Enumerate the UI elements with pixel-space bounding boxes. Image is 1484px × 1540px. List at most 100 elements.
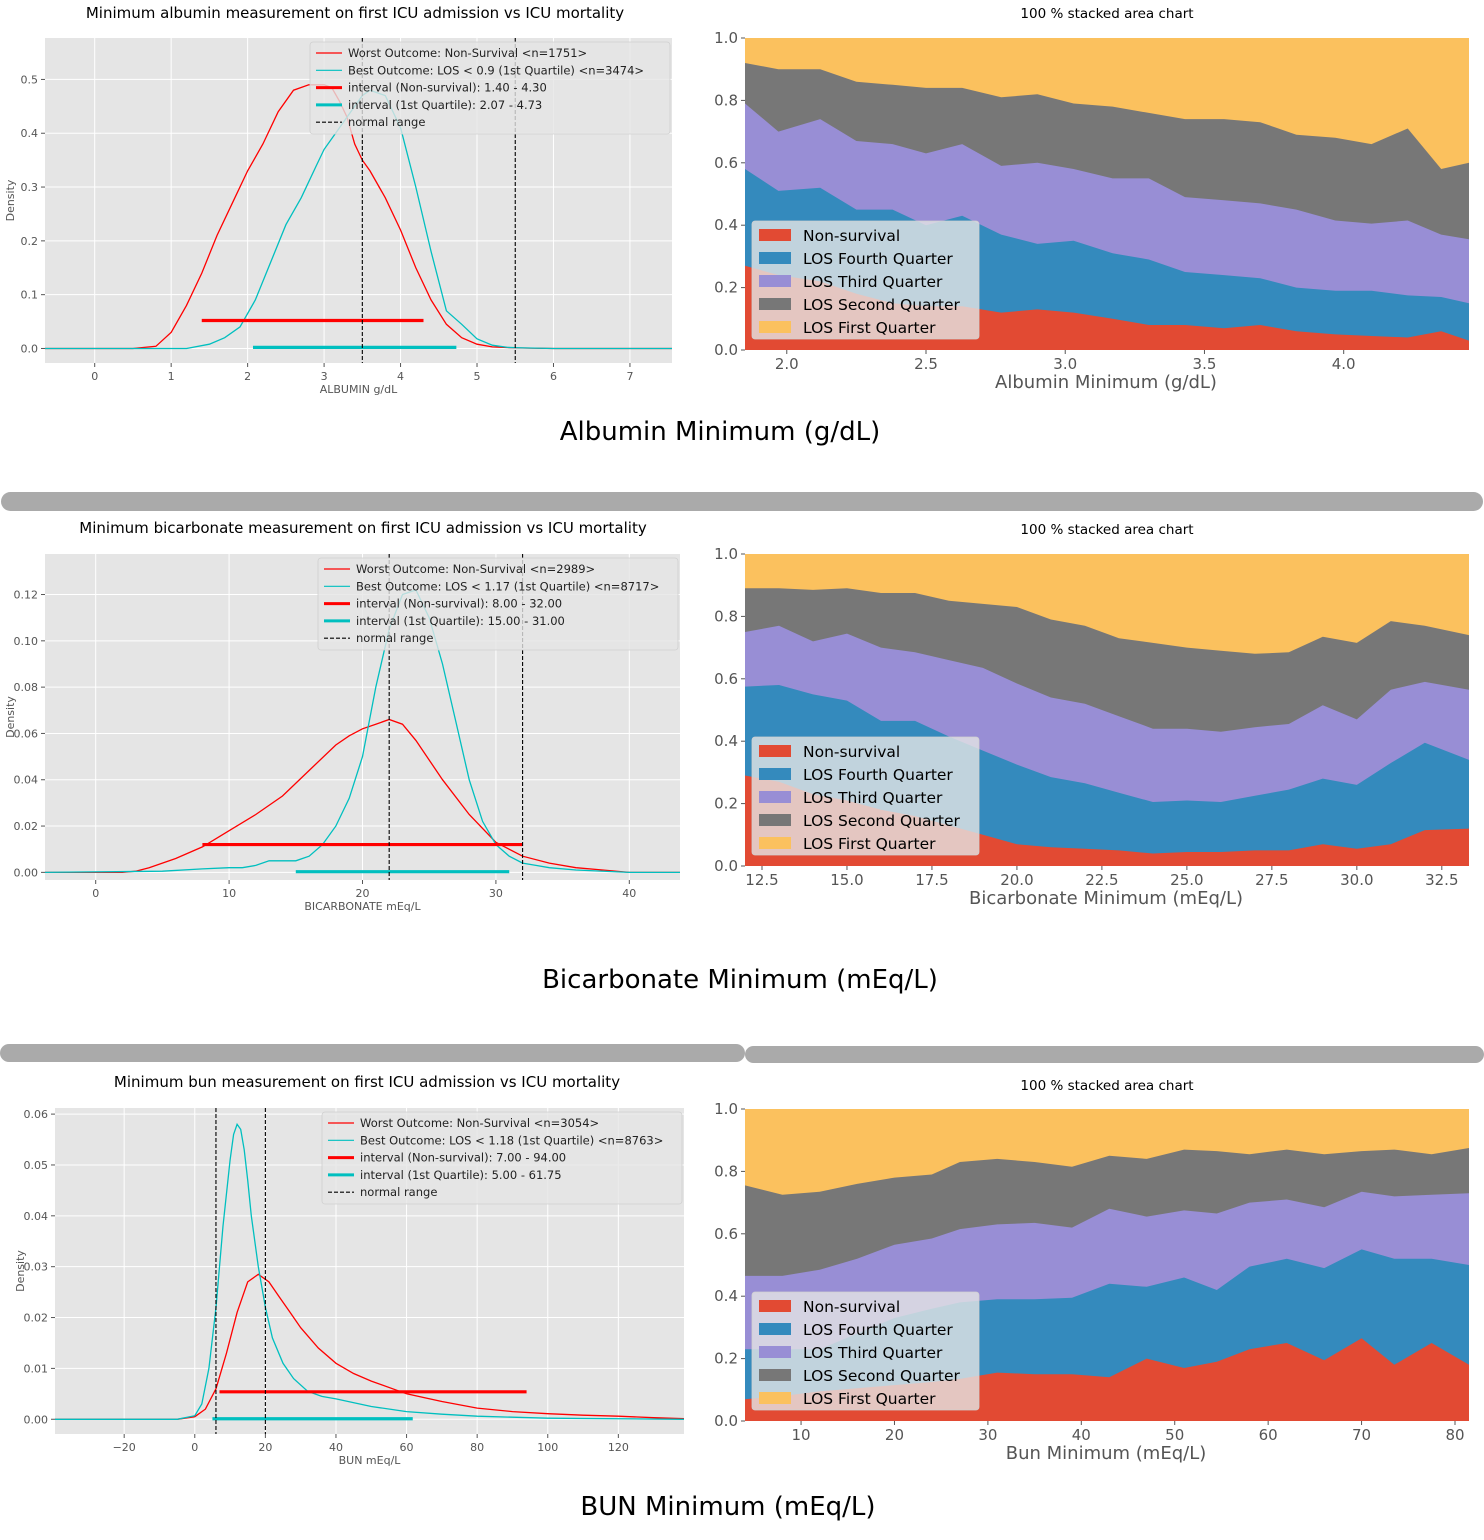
legend-swatch — [759, 1369, 791, 1381]
x-axis-label: ALBUMIN g/dL — [320, 383, 398, 396]
legend: Non-survival LOS Fourth Quarter LOS Third … — [751, 1291, 980, 1411]
legend-box — [321, 1111, 683, 1205]
x-tick-label: 2 — [244, 370, 251, 383]
x-tick-label: 10 — [222, 887, 236, 900]
y-tick-label: 1.0 — [714, 545, 738, 563]
legend-swatch — [759, 837, 791, 849]
y-tick-label: 0.8 — [714, 1162, 738, 1180]
x-tick-label: 15.0 — [830, 871, 863, 889]
legend: Worst Outcome: Non-Survival <n=1751> Best… — [309, 41, 671, 135]
chart-5: 100 % stacked area chart 10 20 30 40 50 60 70 80… — [714, 1078, 1469, 1464]
legend-entry: interval (1st Quartile): 5.00 - 61.75 — [360, 1168, 562, 1182]
legend-box — [751, 1291, 980, 1411]
legend-entry: Best Outcome: LOS < 1.18 (1st Quartile) … — [360, 1133, 663, 1147]
legend-swatch — [759, 791, 791, 803]
y-tick-label: 1.0 — [714, 1100, 738, 1118]
y-tick-label: 0.4 — [21, 127, 39, 140]
legend-entry: normal range — [360, 1185, 437, 1199]
x-tick-label: 27.5 — [1255, 871, 1288, 889]
separator-bar-2-right — [745, 1046, 1484, 1063]
chart-title: Minimum albumin measurement on first ICU… — [86, 4, 624, 22]
x-tick-label: 2.0 — [775, 355, 799, 373]
legend-entry: interval (Non-survival): 8.00 - 32.00 — [356, 597, 562, 611]
legend-entry: LOS First Quarter — [803, 1390, 936, 1408]
legend-entry: LOS Second Quarter — [803, 1367, 961, 1385]
x-tick-label: 0 — [191, 1441, 198, 1454]
legend-swatch — [759, 1300, 791, 1312]
x-tick-label: 80 — [1445, 1426, 1464, 1444]
kde-line-best-outcome — [55, 1122, 684, 1420]
separator-bar-2-left — [0, 1044, 745, 1062]
y-axis-label: Density — [4, 696, 17, 738]
legend-swatch — [759, 275, 791, 287]
x-tick-label: 4.0 — [1332, 355, 1356, 373]
legend-entry: LOS Third Quarter — [803, 789, 943, 807]
x-tick-label: 80 — [470, 1441, 484, 1454]
legend-box — [317, 557, 679, 651]
legend-entry: interval (1st Quartile): 2.07 - 4.73 — [348, 98, 542, 112]
x-tick-label: 32.5 — [1425, 871, 1458, 889]
legend-swatch — [759, 768, 791, 780]
legend-entry: interval (Non-survival): 7.00 - 94.00 — [360, 1151, 566, 1165]
x-tick-label: 60 — [1259, 1426, 1278, 1444]
x-tick-label: 20 — [885, 1426, 904, 1444]
legend-entry: LOS First Quarter — [803, 319, 936, 337]
kde-line-non-survival — [55, 1273, 684, 1420]
plot-content — [55, 1108, 684, 1434]
chart-title: 100 % stacked area chart — [1020, 6, 1193, 22]
legend-entry: Worst Outcome: Non-Survival <n=1751> — [348, 46, 587, 60]
legend-entry: Non-survival — [803, 1298, 900, 1316]
y-tick-label: 0.2 — [21, 235, 39, 248]
x-tick-label: −20 — [113, 1441, 136, 1454]
legend-entry: LOS Second Quarter — [803, 296, 961, 314]
y-tick-label: 0.6 — [714, 670, 738, 688]
x-tick-label: 50 — [1165, 1426, 1184, 1444]
x-tick-label: 30 — [978, 1426, 997, 1444]
y-tick-label: 0.0 — [714, 341, 738, 359]
y-tick-label: 0.2 — [714, 795, 738, 813]
y-tick-label: 0.03 — [24, 1261, 49, 1274]
y-tick-label: 0.06 — [24, 1108, 49, 1121]
legend-box — [751, 220, 980, 340]
legend-swatch — [759, 814, 791, 826]
x-tick-label: 3.0 — [1053, 355, 1077, 373]
y-tick-label: 0.0 — [714, 857, 738, 875]
y-tick-label: 0.12 — [14, 589, 39, 602]
x-tick-label: 22.5 — [1085, 871, 1118, 889]
y-tick-label: 0.10 — [14, 635, 39, 648]
x-tick-label: 7 — [626, 370, 633, 383]
y-tick-label: 0.1 — [21, 289, 39, 302]
x-tick-label: 6 — [550, 370, 557, 383]
x-tick-label: 20.0 — [1000, 871, 1033, 889]
legend-swatch — [759, 1392, 791, 1404]
section-title-bun: BUN Minimum (mEq/L) — [580, 1492, 875, 1522]
x-tick-label: 40 — [622, 887, 636, 900]
x-tick-label: 70 — [1352, 1426, 1371, 1444]
x-tick-label: 12.5 — [745, 871, 778, 889]
y-tick-label: 0.6 — [714, 1225, 738, 1243]
x-tick-label: 25.0 — [1170, 871, 1203, 889]
chart-title: Minimum bicarbonate measurement on first… — [79, 519, 647, 537]
y-tick-label: 0.4 — [714, 1287, 738, 1305]
x-tick-label: 4 — [397, 370, 404, 383]
y-tick-label: 0.00 — [14, 866, 39, 879]
legend-entry: interval (Non-survival): 1.40 - 4.30 — [348, 81, 547, 95]
legend-box — [751, 736, 980, 856]
chart-title: Minimum bun measurement on first ICU adm… — [114, 1073, 620, 1091]
y-tick-label: 0.5 — [21, 73, 39, 86]
legend-entry: normal range — [348, 115, 425, 129]
y-tick-label: 0.02 — [14, 820, 39, 833]
x-tick-label: 20 — [356, 887, 370, 900]
x-axis-label: Albumin Minimum (g/dL) — [995, 372, 1217, 393]
chart-2: Minimum bicarbonate measurement on first… — [4, 519, 680, 913]
charts-layer: Minimum albumin measurement on first ICU… — [4, 4, 1469, 1467]
y-tick-label: 0.06 — [14, 727, 39, 740]
y-tick-label: 0.00 — [24, 1413, 49, 1426]
legend-entry: LOS Third Quarter — [803, 273, 943, 291]
x-axis-label: BICARBONATE mEq/L — [304, 900, 421, 913]
x-tick-label: 10 — [792, 1426, 811, 1444]
legend-entry: LOS Fourth Quarter — [803, 1321, 953, 1339]
x-tick-label: 1 — [168, 370, 175, 383]
y-tick-label: 0.01 — [24, 1362, 49, 1375]
